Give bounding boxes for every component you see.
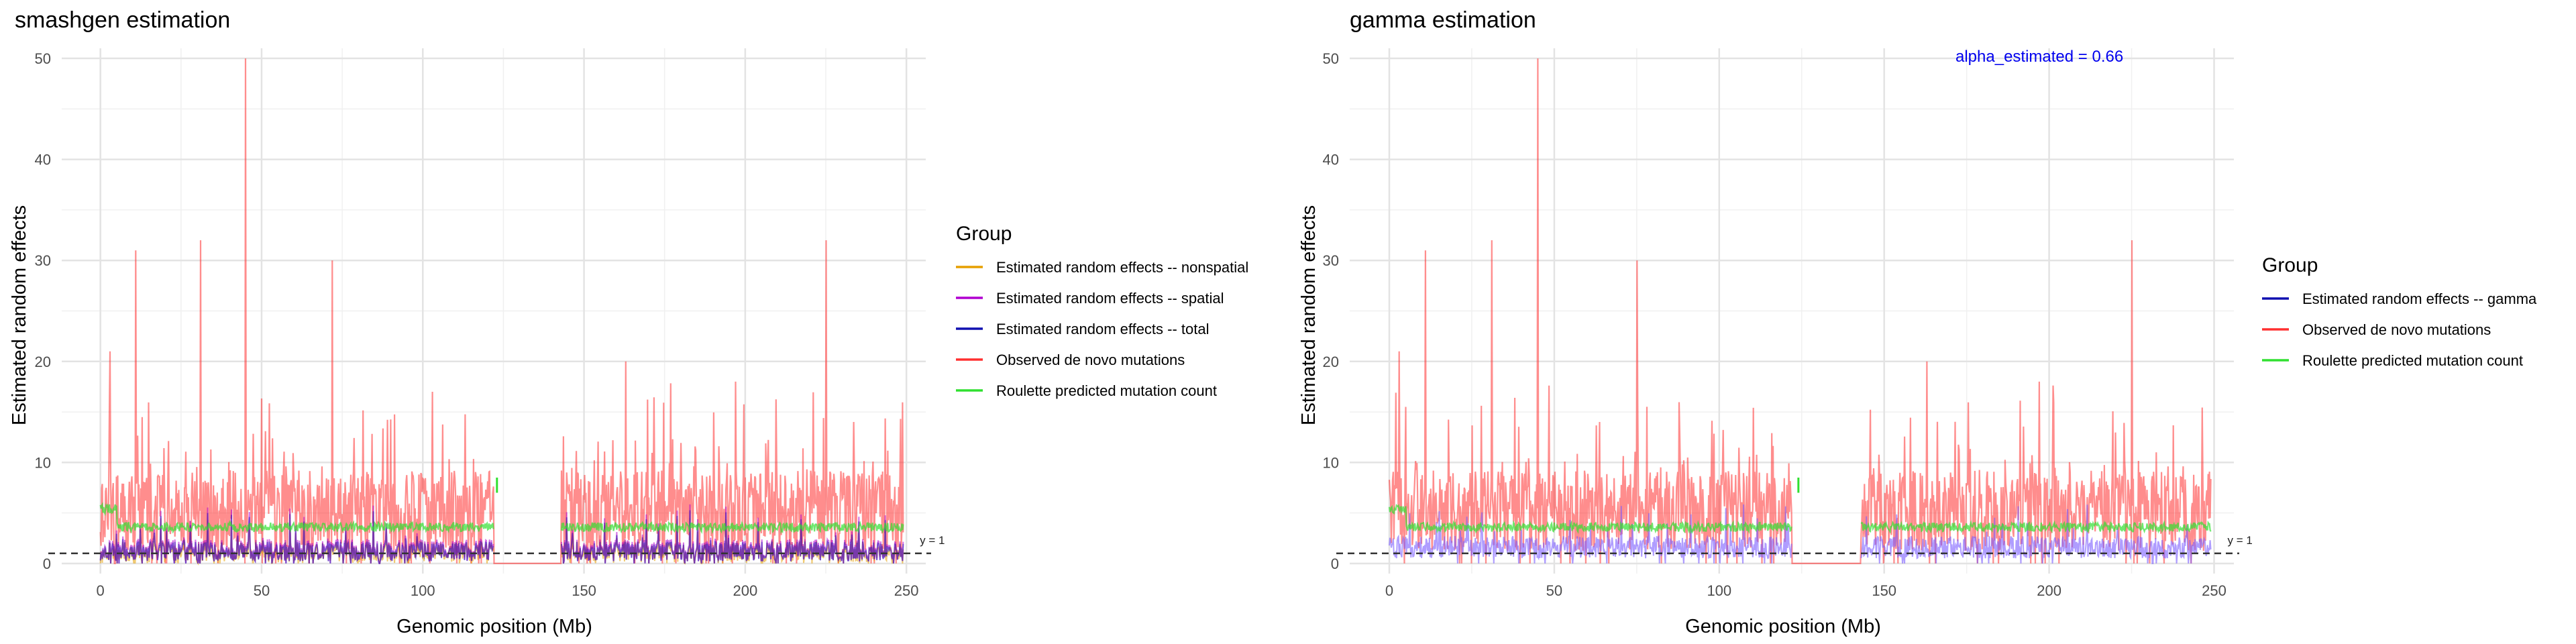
x-tick-label: 150 <box>572 582 596 599</box>
y-tick-label: 30 <box>35 252 51 269</box>
x-tick-label: 50 <box>1546 582 1562 599</box>
legend-label-gamma: Estimated random effects -- gamma <box>2302 290 2537 307</box>
y-tick-label: 50 <box>1323 50 1339 67</box>
series-roulette-line <box>99 502 904 535</box>
y-tick-label: 40 <box>1323 152 1339 168</box>
plot-area: 0 50 100 150 200 250 0 10 20 30 40 50 y = 1 <box>35 48 945 599</box>
series-roulette-line <box>1388 503 2212 535</box>
x-axis-label: Genomic position (Mb) <box>396 616 592 637</box>
panel-smashgen: smashgen estimation 0 50 100 150 200 250 0 10 20… <box>9 7 1248 637</box>
legend-label-observed: Observed de novo mutations <box>996 352 1185 368</box>
series-total-line <box>99 510 904 564</box>
legend-title: Group <box>2262 254 2318 276</box>
reference-line-label: y = 1 <box>2227 534 2252 547</box>
legend-label-observed: Observed de novo mutations <box>2302 321 2491 338</box>
x-tick-label: 0 <box>97 582 105 599</box>
chart-title: gamma estimation <box>1350 7 1536 33</box>
y-axis-label: Estimated random effects <box>9 205 30 425</box>
chart-title: smashgen estimation <box>15 7 230 33</box>
x-tick-label: 150 <box>1872 582 1896 599</box>
y-tick-label: 0 <box>1331 555 1339 572</box>
y-axis-label: Estimated random effects <box>1298 205 1320 425</box>
y-tick-label: 40 <box>35 152 51 168</box>
legend-label-spatial: Estimated random effects -- spatial <box>996 290 1224 307</box>
series-observed-line <box>99 58 904 564</box>
y-tick-label: 10 <box>35 454 51 471</box>
x-tick-label: 100 <box>1707 582 1731 599</box>
legend: Group Estimated random effects -- gamma Ob… <box>2262 254 2537 369</box>
x-tick-label: 50 <box>254 582 270 599</box>
y-tick-label: 20 <box>1323 354 1339 370</box>
plot-area: 0 50 100 150 200 250 0 10 20 30 40 50 y = 1 <box>1323 48 2253 599</box>
y-tick-label: 0 <box>43 555 51 572</box>
x-tick-label: 250 <box>2202 582 2226 599</box>
x-tick-label: 200 <box>2037 582 2061 599</box>
series-spatial-line <box>99 504 904 564</box>
panel-gamma: gamma estimation 0 50 100 150 200 250 0 10 20 30 4… <box>1298 7 2537 637</box>
y-tick-label: 30 <box>1323 252 1339 269</box>
legend-title: Group <box>956 223 1012 245</box>
x-tick-label: 0 <box>1385 582 1393 599</box>
series-observed-line <box>1388 58 2212 564</box>
reference-line-label: y = 1 <box>920 534 945 547</box>
legend-label-total: Estimated random effects -- total <box>996 321 1210 337</box>
legend-label-roulette: Roulette predicted mutation count <box>996 382 1217 399</box>
legend-label-nonspatial: Estimated random effects -- nonspatial <box>996 259 1248 276</box>
x-tick-label: 200 <box>733 582 758 599</box>
annotation-alpha: alpha_estimated = 0.66 <box>1955 48 2123 66</box>
x-tick-label: 100 <box>411 582 435 599</box>
x-tick-label: 250 <box>894 582 919 599</box>
legend-label-roulette: Roulette predicted mutation count <box>2302 352 2523 369</box>
y-tick-label: 50 <box>35 50 51 67</box>
x-axis-label: Genomic position (Mb) <box>1685 616 1881 637</box>
y-tick-label: 10 <box>1323 454 1339 471</box>
y-tick-label: 20 <box>35 354 51 370</box>
legend: Group Estimated random effects -- nonspat… <box>956 223 1248 399</box>
